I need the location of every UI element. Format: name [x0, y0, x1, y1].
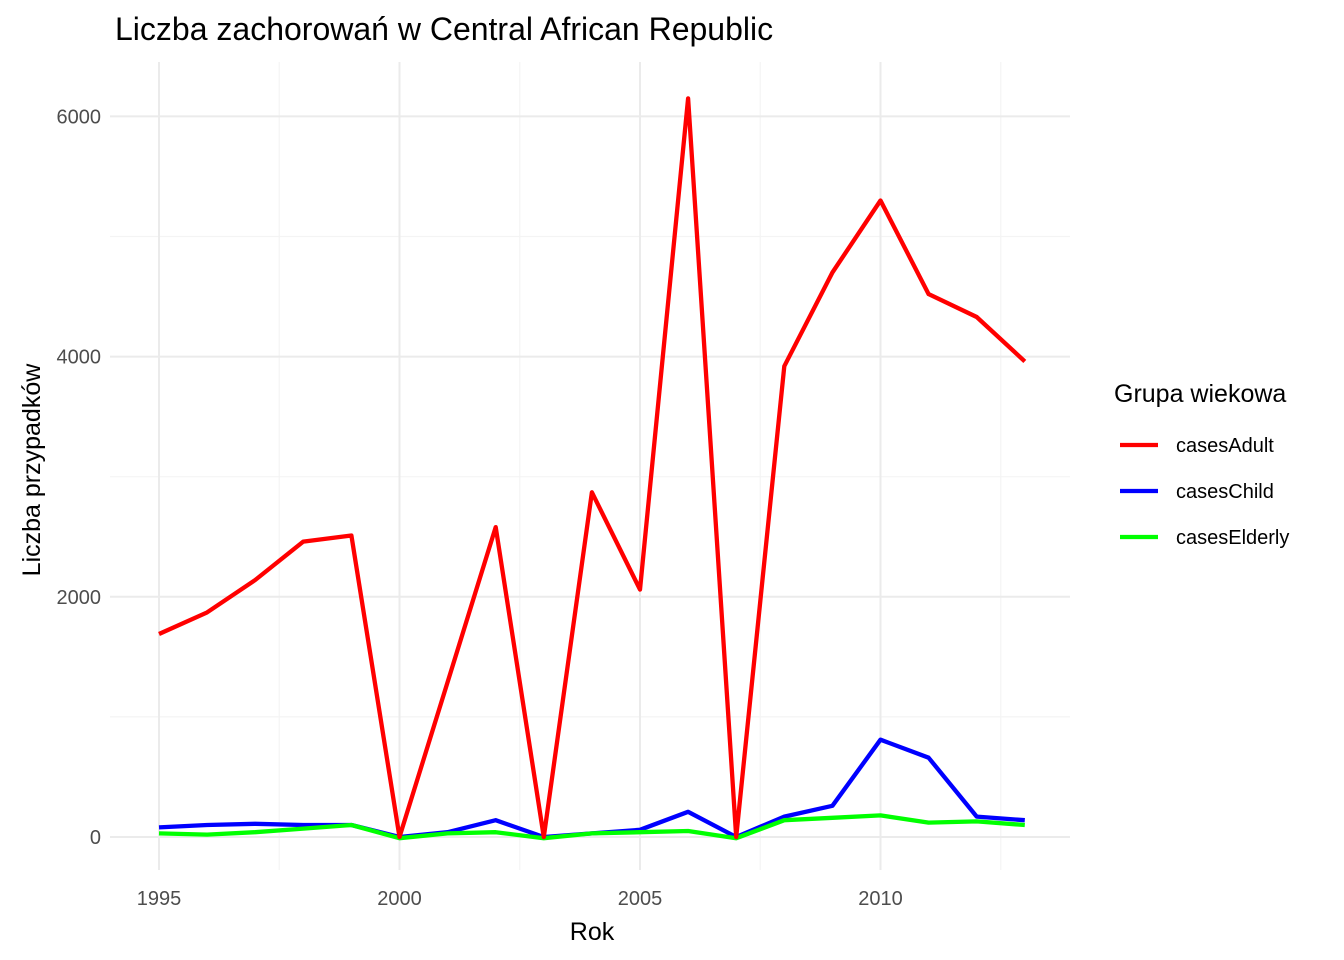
- x-tick-label: 1995: [137, 888, 182, 910]
- legend-label-casesChild: casesChild: [1176, 481, 1274, 503]
- legend-label-casesElderly: casesElderly: [1176, 527, 1289, 549]
- series-line-casesElderly: [158, 813, 1025, 841]
- x-tick-label: 2010: [858, 888, 903, 910]
- y-tick-labels: 0 2000 4000 6000: [57, 106, 102, 849]
- y-tick-label: 6000: [57, 106, 102, 128]
- x-axis-title: Rok: [570, 918, 615, 946]
- x-tick-label: 2005: [618, 888, 663, 910]
- gridlines: [110, 62, 1070, 870]
- y-tick-label: 4000: [57, 347, 102, 369]
- series-lines: [158, 96, 1027, 841]
- y-axis-title: Liczba przypadków: [18, 363, 46, 577]
- series-line-casesChild: [158, 737, 1025, 840]
- x-tick-labels: 1995 2000 2005 2010: [137, 888, 903, 910]
- legend-label-casesAdult: casesAdult: [1176, 435, 1274, 457]
- chart-title: Liczba zachorowań w Central African Repu…: [115, 11, 773, 47]
- series-line-casesAdult: [158, 96, 1027, 840]
- legend-title: Grupa wiekowa: [1114, 380, 1286, 408]
- y-tick-label: 2000: [57, 587, 102, 609]
- x-tick-label: 2000: [377, 888, 422, 910]
- legend: Grupa wiekowa casesAdult casesChild casesE…: [1114, 380, 1289, 549]
- y-tick-label: 0: [90, 827, 101, 849]
